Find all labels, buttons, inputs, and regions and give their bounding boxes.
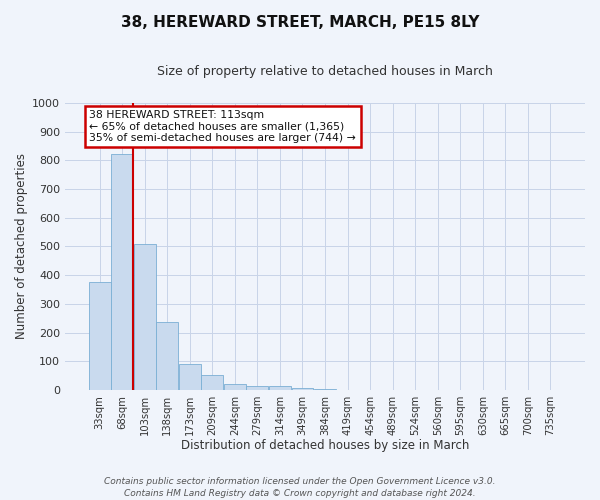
Bar: [247, 386, 268, 390]
Text: 38, HEREWARD STREET, MARCH, PE15 8LY: 38, HEREWARD STREET, MARCH, PE15 8LY: [121, 15, 479, 30]
Bar: [224, 384, 246, 390]
Text: Contains public sector information licensed under the Open Government Licence v3: Contains public sector information licen…: [104, 477, 496, 486]
Title: Size of property relative to detached houses in March: Size of property relative to detached ho…: [157, 65, 493, 78]
Y-axis label: Number of detached properties: Number of detached properties: [15, 154, 28, 340]
Bar: [111, 154, 133, 390]
Bar: [314, 388, 336, 390]
X-axis label: Distribution of detached houses by size in March: Distribution of detached houses by size …: [181, 440, 469, 452]
Bar: [89, 282, 110, 390]
Bar: [202, 375, 223, 390]
Bar: [179, 364, 200, 390]
Text: 38 HEREWARD STREET: 113sqm
← 65% of detached houses are smaller (1,365)
35% of s: 38 HEREWARD STREET: 113sqm ← 65% of deta…: [89, 110, 356, 143]
Bar: [156, 322, 178, 390]
Text: Contains HM Land Registry data © Crown copyright and database right 2024.: Contains HM Land Registry data © Crown c…: [124, 488, 476, 498]
Bar: [134, 244, 155, 390]
Bar: [269, 386, 291, 390]
Bar: [292, 388, 313, 390]
